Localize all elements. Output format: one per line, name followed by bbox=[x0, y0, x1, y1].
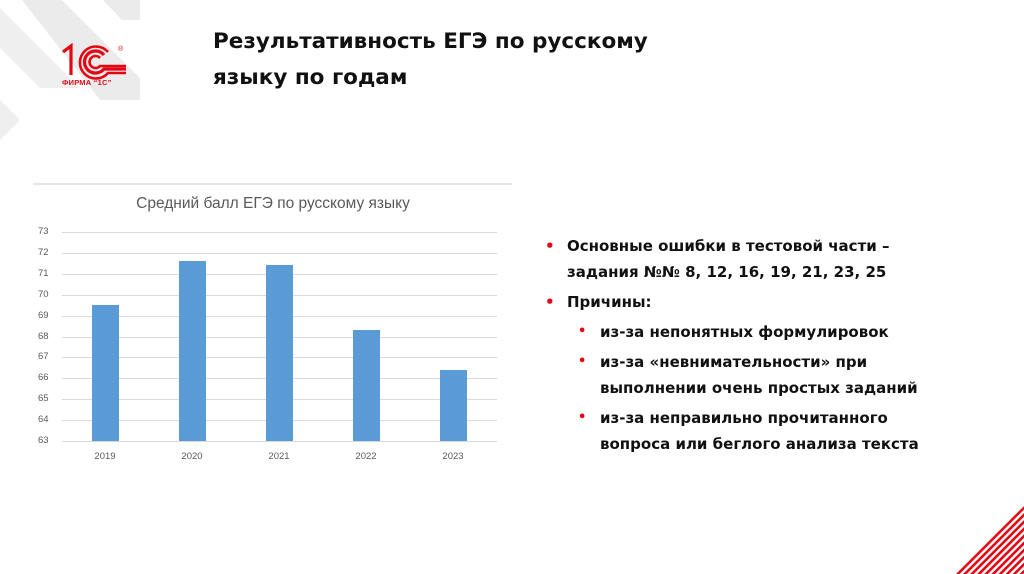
y-axis-tick-label: 71 bbox=[38, 267, 49, 279]
y-axis-tick-label: 68 bbox=[38, 330, 49, 342]
bar-2022 bbox=[352, 330, 380, 441]
company-logo-icon: ® bbox=[62, 42, 126, 80]
y-axis-tick-label: 70 bbox=[38, 288, 49, 300]
y-axis-tick-label: 73 bbox=[38, 226, 49, 237]
bullet-icon: • bbox=[545, 293, 555, 311]
bullet-text-line: задания №№ 8, 12, 16, 19, 21, 23, 25 bbox=[567, 263, 887, 281]
bullet-text-line: из-за неправильно прочитанного bbox=[600, 409, 888, 427]
bullet-icon: • bbox=[578, 354, 587, 369]
bullet-item: • Основные ошибки в тестовой части – задан… bbox=[545, 233, 995, 285]
x-axis-tick-label: 2021 bbox=[268, 451, 290, 462]
y-axis-tick-label: 65 bbox=[38, 393, 49, 405]
bullet-list: • Основные ошибки в тестовой части – задан… bbox=[545, 233, 995, 461]
sub-bullet-item: • из-за непонятных формулировок bbox=[578, 319, 995, 345]
decorative-red-stripes bbox=[954, 506, 1024, 574]
y-axis-tick-label: 69 bbox=[38, 309, 49, 321]
slide-title: Результативность ЕГЭ по русскому языку п… bbox=[213, 24, 733, 96]
x-axis-tick-label: 2020 bbox=[181, 451, 203, 462]
bullet-icon: • bbox=[578, 410, 587, 425]
logo-caption: ФИРМА “1С” bbox=[62, 78, 112, 87]
sub-bullet-item: • из-за неправильно прочитанного вопроса и… bbox=[578, 405, 995, 457]
svg-text:®: ® bbox=[118, 45, 124, 53]
bar-chart: Средний балл ЕГЭ по русскому языку 73 72 7… bbox=[33, 183, 513, 473]
y-axis-tick-label: 72 bbox=[38, 246, 49, 258]
bullet-text-line: вопроса или беглого анализа текста bbox=[600, 435, 919, 453]
x-axis-tick-label: 2023 bbox=[442, 451, 464, 462]
y-axis-tick-label: 66 bbox=[38, 372, 49, 384]
bar-2019 bbox=[91, 305, 119, 441]
bar-2021 bbox=[265, 265, 293, 441]
chart-title: Средний балл ЕГЭ по русскому языку bbox=[136, 195, 410, 212]
bar-2023 bbox=[439, 369, 467, 441]
bullet-item: • Причины: bbox=[545, 289, 995, 315]
decorative-background-shapes bbox=[0, 0, 140, 140]
bullet-text-line: Причины: bbox=[567, 293, 652, 311]
x-axis-tick-label: 2022 bbox=[355, 451, 377, 462]
gridline bbox=[62, 252, 497, 254]
bullet-text-line: выполнении очень простых заданий bbox=[600, 379, 918, 397]
gridline bbox=[62, 441, 497, 442]
x-axis-tick-label: 2019 bbox=[94, 451, 116, 462]
bullet-text-line: из-за непонятных формулировок bbox=[600, 323, 889, 341]
chart-top-border bbox=[33, 183, 512, 185]
y-axis-tick-label: 63 bbox=[38, 435, 49, 446]
gridline bbox=[62, 232, 497, 233]
y-axis-tick-label: 64 bbox=[38, 414, 49, 426]
bullet-icon: • bbox=[578, 324, 587, 339]
bullet-text-line: Основные ошибки в тестовой части – bbox=[567, 237, 890, 255]
sub-bullet-item: • из-за «невнимательности» при выполнении … bbox=[578, 349, 995, 401]
bullet-icon: • bbox=[545, 237, 555, 255]
bullet-text-line: из-за «невнимательности» при bbox=[600, 353, 868, 371]
y-axis-tick-label: 67 bbox=[38, 351, 49, 363]
bar-2020 bbox=[178, 261, 206, 441]
slide-title-line-2: языку по годам bbox=[213, 65, 408, 90]
slide-title-line-1: Результативность ЕГЭ по русскому bbox=[213, 29, 648, 54]
